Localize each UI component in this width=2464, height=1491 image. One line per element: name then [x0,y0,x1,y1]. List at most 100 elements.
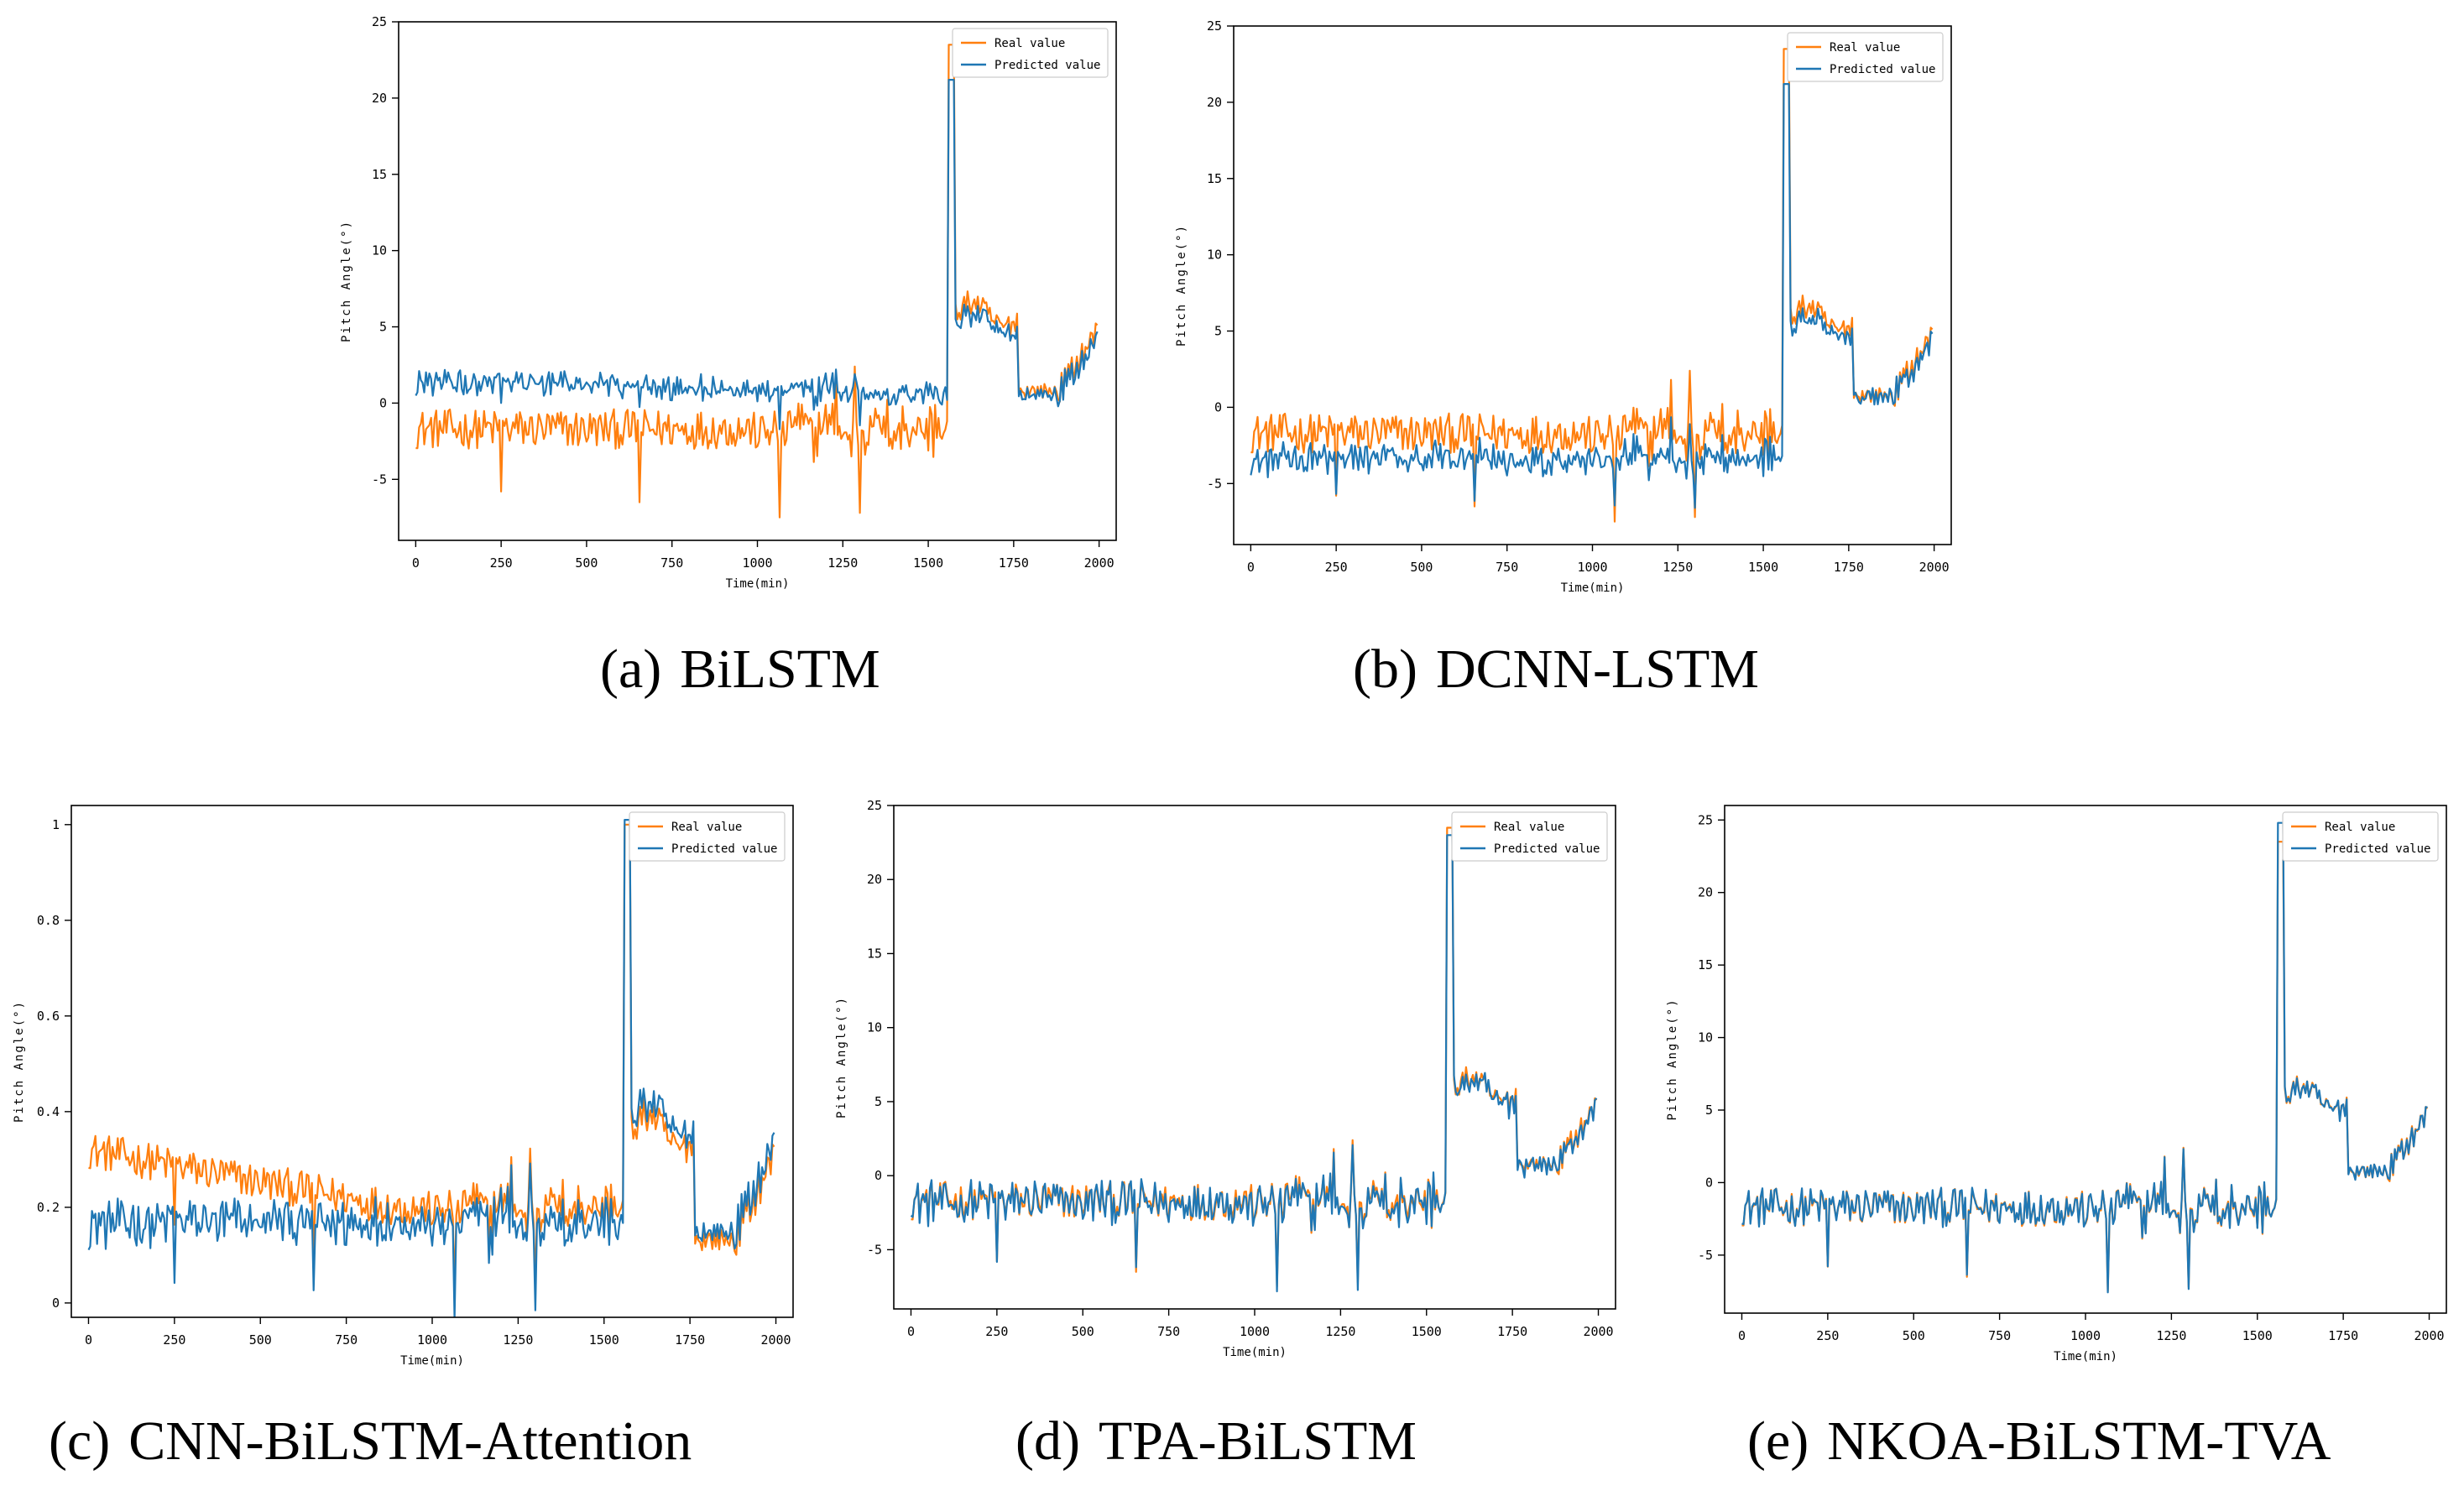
series-line-real-value [415,44,1099,519]
y-tick-label: 0.8 [37,913,60,928]
y-tick-label: 25 [867,798,882,813]
caption-title: BiLSTM [680,639,880,700]
legend-label: Predicted value [671,842,777,856]
y-tick-label: -5 [867,1242,882,1257]
x-tick-label: 750 [660,555,683,571]
legend-label: Real value [1830,41,1900,55]
x-tick-label: 1500 [1412,1324,1442,1339]
x-tick-label: 500 [575,555,598,571]
x-tick-label: 1000 [742,555,772,571]
legend: Real value Predicted value [1451,811,1608,862]
chart-svg: 0 250 500 750 1000 1250 1500 1750 2000 0 0.2 0.4 0.6… [13,805,794,1368]
x-tick-label: 1250 [1325,1324,1355,1339]
x-axis-label: Time(min) [1561,581,1625,595]
y-tick-label: 5 [1214,324,1222,339]
y-tick-label: 10 [372,243,387,258]
y-tick-label: -5 [1207,476,1222,491]
legend-label: Predicted value [1830,63,1935,76]
plot-frame [893,805,1616,1310]
caption-bilstm: (a) BiLSTM [600,638,880,701]
y-tick-label: 0 [1705,1175,1713,1190]
y-tick-label: 0 [874,1168,882,1183]
chart-panel-cnn-bilstm-attention: 0 250 500 750 1000 1250 1500 1750 2000 0 0.2 0.4 0.6… [4,793,810,1397]
legend-label: Predicted value [994,59,1100,72]
y-tick-label: 1 [52,817,60,832]
y-axis-label: Pitch Angle(°) [13,1000,26,1123]
legend: Real value Predicted value [1787,32,1944,82]
y-tick-label: 0 [1214,399,1222,414]
series-line-real-value [88,823,775,1292]
y-axis-label: Pitch Angle(°) [1175,224,1188,347]
y-tick-label: 0.2 [37,1200,60,1215]
x-tick-label: 2000 [1084,555,1115,571]
y-tick-label: 0 [379,395,387,410]
y-tick-label: 10 [1207,248,1222,263]
legend-box [629,811,786,862]
x-tick-label: 0 [907,1324,915,1339]
caption-tpa-bilstm: (d) TPA-BiLSTM [1015,1410,1417,1473]
y-tick-label: 5 [379,320,387,335]
x-axis-label: Time(min) [2054,1350,2117,1363]
legend-label: Predicted value [2325,842,2430,856]
caption-dcnn-lstm: (b) DCNN-LSTM [1353,638,1759,701]
series-line-predicted-value [1741,821,2428,1294]
y-tick-label: 5 [1705,1103,1713,1118]
series-line-predicted-value [1250,83,1934,509]
y-tick-label: 10 [867,1020,882,1035]
plot-area [1250,48,1934,523]
chart-svg: 0 250 500 750 1000 1250 1500 1750 2000 -5 0 5 10 15 20… [1175,18,1952,595]
x-tick-label: 1750 [2328,1328,2358,1343]
y-tick-label: 25 [372,14,387,29]
caption-label: (b) [1353,639,1417,700]
x-tick-label: 1000 [417,1332,447,1348]
x-tick-label: 1750 [675,1332,705,1348]
chart-panel-nkoa-bilstm-tva: 0 250 500 750 1000 1250 1500 1750 2000 -5 0 5 10 15 20… [1657,793,2463,1397]
x-axis-label: Time(min) [726,577,790,591]
x-tick-label: 1000 [2070,1328,2101,1343]
legend-label: Real value [2325,821,2395,834]
x-tick-label: 500 [1410,560,1433,575]
x-tick-label: 1750 [999,555,1029,571]
x-tick-label: 1500 [2242,1328,2273,1343]
x-tick-label: 0 [85,1332,92,1348]
y-tick-label: -5 [1698,1248,1713,1263]
y-tick-label: 5 [874,1094,882,1109]
x-tick-label: 1250 [2156,1328,2186,1343]
legend-label: Predicted value [1494,842,1600,856]
legend: Real value Predicted value [2282,811,2439,862]
legend-label: Real value [671,821,742,834]
y-tick-label: 15 [1207,171,1222,186]
x-tick-label: 750 [1157,1324,1180,1339]
x-tick-label: 1500 [1748,560,1778,575]
x-tick-label: 2000 [1583,1324,1613,1339]
x-tick-label: 1500 [589,1332,619,1348]
x-tick-label: 1250 [503,1332,533,1348]
caption-label: (c) [49,1410,111,1472]
chart-svg: 0 250 500 750 1000 1250 1500 1750 2000 -5 0 5 10 15 20… [1666,805,2447,1363]
y-tick-label: 20 [1207,95,1222,110]
chart-panel-dcnn-lstm: 0 250 500 750 1000 1250 1500 1750 2000 -5 0 5 10 15 20… [1167,13,1997,617]
plot-area [87,819,775,1317]
x-tick-label: 2000 [1919,560,1950,575]
x-tick-label: 500 [249,1332,272,1348]
x-tick-label: 1250 [1663,560,1693,575]
plot-frame [1724,805,2447,1314]
chart-panel-tpa-bilstm: 0 250 500 750 1000 1250 1500 1750 2000 -5 0 5 10 15 20… [827,793,1632,1397]
caption-nkoa-bilstm-tva: (e) NKOA-BiLSTM-TVA [1747,1410,2331,1473]
x-tick-label: 250 [985,1324,1008,1339]
legend: Real value Predicted value [629,811,786,862]
caption-label: (e) [1747,1410,1809,1472]
y-tick-label: 25 [1698,812,1713,827]
plot-frame [398,21,1117,541]
x-tick-label: 2000 [760,1332,791,1348]
legend-box [1787,32,1944,82]
series-line-predicted-value [910,834,1598,1293]
y-axis-label: Pitch Angle(°) [835,996,848,1118]
y-tick-label: 20 [1698,885,1713,900]
x-tick-label: 1250 [827,555,858,571]
x-tick-label: 750 [1496,560,1518,575]
caption-title: CNN-BiLSTM-Attention [128,1410,692,1472]
chart-svg: 0 250 500 750 1000 1250 1500 1750 2000 -5 0 5 10 15 20… [340,14,1117,591]
x-tick-label: 0 [1738,1328,1746,1343]
caption-label: (d) [1015,1410,1080,1472]
